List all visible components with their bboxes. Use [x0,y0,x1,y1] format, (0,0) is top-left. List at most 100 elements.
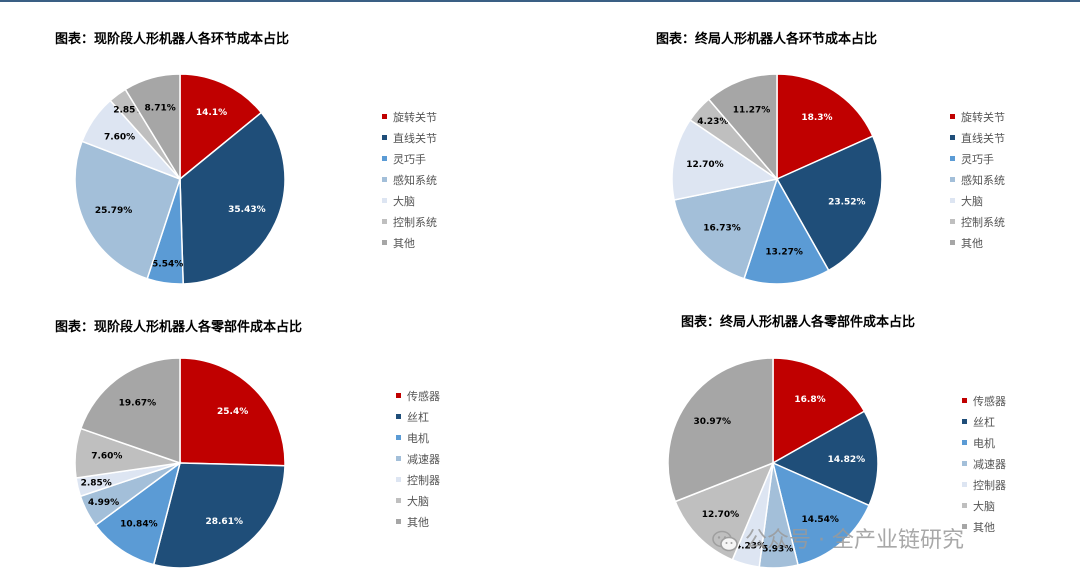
pie-slice-0 [179,357,286,467]
legend-swatch [382,135,387,140]
legend-label: 电机 [973,436,995,450]
legend-label: 大脑 [973,499,995,513]
legend-final-stage-parts: 传感器丝杠电机减速器控制器大脑其他 [962,390,1006,537]
legend-item: 灵巧手 [950,148,1005,169]
data-label-1: 23.52% [828,197,866,207]
watermark: 公众号 · 全产业链研究 [712,522,964,554]
legend-label: 控制系统 [393,215,437,229]
legend-item: 其他 [396,511,440,532]
legend-swatch [962,524,967,529]
data-label-2: 5.54% [152,260,183,270]
data-label-5: 4.23% [697,117,728,127]
legend-final-stage-cost: 旋转关节直线关节 灵巧手感知系统大脑控制系统其他 [950,106,1005,253]
data-label-0: 25.4% [217,407,248,417]
data-label-4: 7.60% [104,133,135,143]
legend-item: 电机 [396,427,440,448]
pie-slice-2 [743,177,830,285]
legend-item: 感知系统 [382,169,437,190]
legend-label: 大脑 [961,194,983,208]
legend-item: 其他 [962,516,1006,537]
legend-label: 控制器 [407,473,440,487]
legend-item: 直线关节 [382,127,437,148]
legend-label: 传感器 [973,394,1006,408]
pie-slice-1 [771,410,879,507]
legend-current-stage-parts: 传感器丝杠电机减速器控制器大脑 其他 [396,385,440,532]
data-label-3: 25.79% [95,206,132,216]
legend-swatch [396,456,401,461]
legend-label: 感知系统 [393,173,437,187]
pie-slice-0 [772,357,866,465]
legend-label: 丝杠 [407,410,429,424]
legend-item: 减速器 [962,453,1006,474]
legend-swatch [950,135,955,140]
legend-label: 减速器 [407,452,440,466]
legend-label: 旋转关节 [961,110,1005,124]
legend-item: 其他 [382,232,437,253]
pie-slice-2 [771,461,871,566]
data-label-2: 14.54% [801,515,839,525]
legend-label: 减速器 [973,457,1006,471]
legend-label: 其他 [961,236,983,250]
legend-item: 大脑 [396,490,440,511]
chart-title-current-stage-cost: 图表：现阶段人形机器人各环节成本占比 [55,32,290,47]
pie-slice-0 [179,73,263,181]
legend-label: 灵巧手 [393,152,426,166]
legend-item: 旋转关节 [950,106,1005,127]
pie-chart-current-stage-cost: 14.1% 35.43% 5.54% 25.79% 7.60% 2.85% 8.71% [74,73,286,285]
legend-item: 直线关节 [950,127,1005,148]
data-label-3: 5.93% [762,544,793,554]
pie-slice-6 [667,357,774,503]
pie-slice-0 [776,73,874,181]
data-label-3: 4.99% [88,498,119,508]
pie-slice-1 [152,462,286,569]
legend-label: 其他 [973,520,995,534]
data-label-2: 10.84% [120,519,158,529]
legend-swatch [382,114,387,119]
data-label-6: 11.27% [733,106,771,116]
legend-item: 控制器 [396,469,440,490]
data-label-3: 16.73% [703,223,741,233]
legend-label: 传感器 [407,389,440,403]
data-label-5: 7.60% [91,451,122,461]
legend-label: 大脑 [393,194,415,208]
legend-item: 丝杠 [962,411,1006,432]
pie-slice-3 [673,178,779,280]
data-label-0: 16.8% [794,395,825,405]
legend-swatch [396,393,401,398]
legend-item: 丝杠 [396,406,440,427]
data-label-4: 4.23% [735,542,766,552]
legend-swatch [382,240,387,245]
data-label-6: 30.97% [693,417,731,427]
legend-swatch [396,414,401,419]
legend-swatch [950,219,955,224]
chart-title-current-stage-parts: 图表：现阶段人形机器人各零部件成本占比 [55,320,303,335]
top-divider-line [0,0,1080,2]
legend-label: 直线关节 [393,131,437,145]
legend-item: 控制系统 [950,211,1005,232]
pie-chart-final-stage-cost: 18.3% 23.52% 13.27% 16.73% 12.70% 4.23% 11.27% [671,73,883,285]
watermark-text: 公众号 · 全产业链研究 [745,528,964,553]
data-label-5: 2.85% [113,105,144,115]
legend-swatch [962,503,967,508]
data-label-4: 12.70% [686,160,724,170]
pie-slice-6 [124,73,181,182]
legend-item: 电机 [962,432,1006,453]
legend-label: 感知系统 [961,173,1005,187]
legend-swatch [382,177,387,182]
pie-slice-1 [179,111,286,285]
legend-current-stage-cost: 旋转关节 直线关节 灵巧手 感知系统 大脑 控制系统 其他 [382,106,437,253]
legend-swatch [382,198,387,203]
legend-item: 控制器 [962,474,1006,495]
data-label-0: 14.1% [196,108,227,118]
legend-swatch [396,519,401,524]
pie-slice-4 [671,118,779,201]
data-label-1: 14.82% [828,455,866,465]
pie-chart-final-stage-parts: 16.8% 14.82% 14.54% 5.93%4.23% 12.70% 30.97% [667,357,879,569]
legend-item: 感知系统 [950,169,1005,190]
legend-swatch [950,114,955,119]
legend-item: 灵巧手 [382,148,437,169]
legend-item: 传感器 [962,390,1006,411]
legend-swatch [396,477,401,482]
legend-swatch [950,156,955,161]
data-label-2: 13.27% [765,248,803,258]
